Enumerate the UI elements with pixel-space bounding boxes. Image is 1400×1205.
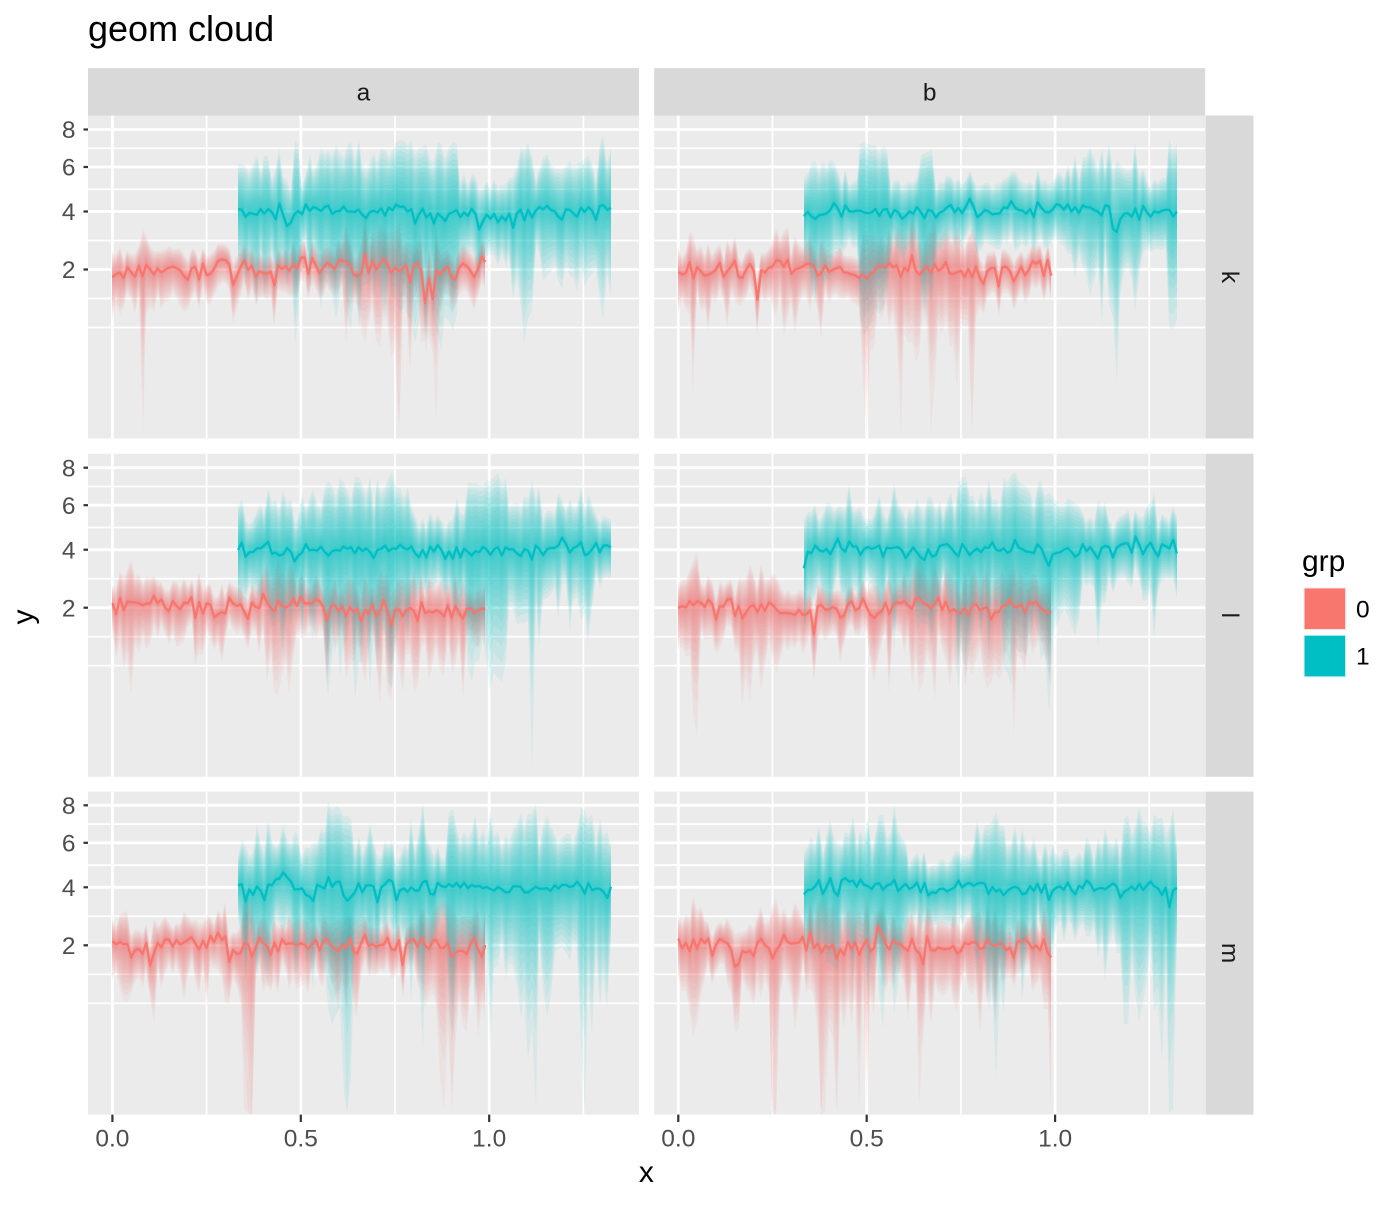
svg-text:4: 4 (62, 199, 76, 226)
svg-text:6: 6 (62, 493, 76, 520)
svg-text:8: 8 (62, 117, 76, 144)
svg-text:1.0: 1.0 (1038, 1126, 1072, 1153)
svg-text:m: m (1216, 943, 1243, 963)
svg-text:0.0: 0.0 (95, 1126, 129, 1153)
svg-text:b: b (923, 79, 937, 106)
svg-text:2: 2 (62, 257, 76, 284)
svg-text:y: y (7, 610, 40, 625)
svg-text:8: 8 (62, 793, 76, 820)
svg-text:x: x (639, 1156, 654, 1189)
svg-text:0.0: 0.0 (661, 1126, 695, 1153)
svg-text:8: 8 (62, 455, 76, 482)
svg-text:grp: grp (1302, 545, 1345, 578)
svg-text:k: k (1216, 271, 1243, 284)
svg-text:1: 1 (1356, 644, 1370, 671)
svg-text:0.5: 0.5 (850, 1126, 884, 1153)
svg-text:geom cloud: geom cloud (88, 8, 274, 49)
svg-text:l: l (1216, 613, 1243, 618)
svg-text:a: a (357, 79, 371, 106)
svg-text:2: 2 (62, 933, 76, 960)
svg-text:4: 4 (62, 537, 76, 564)
svg-text:0.5: 0.5 (284, 1126, 318, 1153)
svg-text:1.0: 1.0 (472, 1126, 506, 1153)
svg-text:2: 2 (62, 595, 76, 622)
svg-text:4: 4 (62, 875, 76, 902)
svg-text:6: 6 (62, 830, 76, 857)
svg-text:0: 0 (1356, 596, 1370, 623)
svg-text:6: 6 (62, 155, 76, 182)
